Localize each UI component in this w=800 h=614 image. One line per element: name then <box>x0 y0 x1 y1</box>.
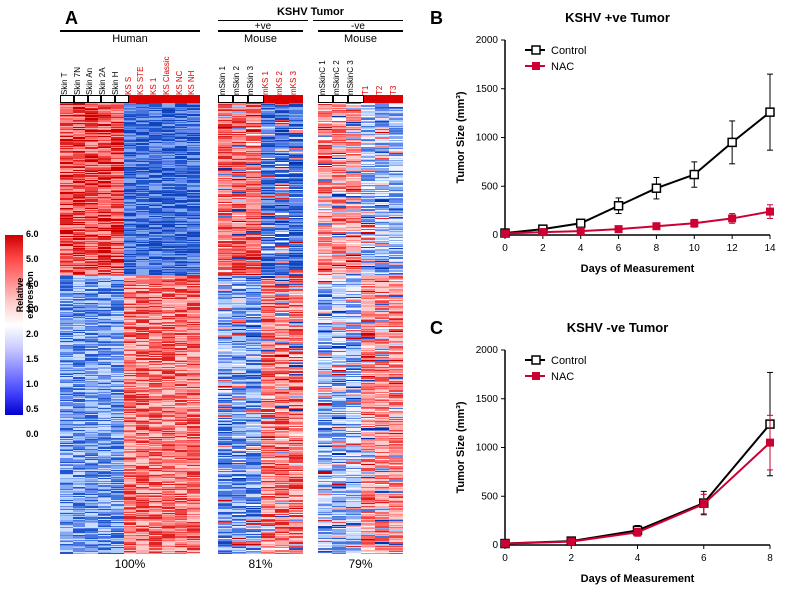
heatmap-kshv-neg: Mouse mSkinC 1mSkinC 2mSkinC 3T1T2T3 79% <box>318 30 403 571</box>
panel-c-label: C <box>430 318 443 339</box>
svg-text:0: 0 <box>502 553 508 564</box>
svg-text:2000: 2000 <box>476 345 499 356</box>
svg-text:14: 14 <box>764 243 776 254</box>
svg-text:500: 500 <box>481 181 498 192</box>
group-mouse-neg: Mouse <box>318 30 403 45</box>
svg-text:0: 0 <box>492 540 498 551</box>
svg-text:6: 6 <box>616 243 622 254</box>
svg-text:2000: 2000 <box>476 35 499 46</box>
kshv-tumor-header: KSHV Tumor <box>218 6 403 18</box>
svg-text:Tumor Size (mm³): Tumor Size (mm³) <box>455 91 467 183</box>
svg-text:4: 4 <box>635 553 641 564</box>
svg-text:Tumor Size (mm³): Tumor Size (mm³) <box>455 401 467 493</box>
percent-human: 100% <box>60 557 200 571</box>
percent-neg: 79% <box>318 557 403 571</box>
chart-b-title: KSHV +ve Tumor <box>450 10 785 25</box>
svg-text:12: 12 <box>727 243 739 254</box>
svg-text:2: 2 <box>568 553 574 564</box>
svg-text:0: 0 <box>492 230 498 241</box>
chart-c-container: KSHV -ve Tumor 0 500 1000 1500 2000 0 2 4 6 8 Days… <box>450 320 785 590</box>
svg-text:1500: 1500 <box>476 84 499 95</box>
chart-c-title: KSHV -ve Tumor <box>450 320 785 335</box>
svg-text:4: 4 <box>578 243 584 254</box>
chart-b-svg: 0 500 1000 1500 2000 0 2 4 6 8 10 12 14 Days of Measu… <box>450 30 785 280</box>
chart-b-container: KSHV +ve Tumor 0 500 1000 1500 2000 0 2 4 6 8 10 12… <box>450 10 785 280</box>
svg-text:1000: 1000 <box>476 443 499 454</box>
svg-text:6: 6 <box>701 553 707 564</box>
svg-text:8: 8 <box>767 553 773 564</box>
heatmap-human: Human Skin TSkin 7NSkin AnSkin 2ASkin HK… <box>60 30 200 571</box>
svg-text:Days of Measurement: Days of Measurement <box>581 263 695 275</box>
svg-text:Control: Control <box>551 45 586 57</box>
svg-text:1000: 1000 <box>476 133 499 144</box>
svg-text:10: 10 <box>689 243 701 254</box>
group-human: Human <box>60 30 200 45</box>
chart-c-svg: 0 500 1000 1500 2000 0 2 4 6 8 Days of Measurement… <box>450 340 785 590</box>
svg-text:NAC: NAC <box>551 61 574 73</box>
svg-text:0: 0 <box>502 243 508 254</box>
svg-text:1500: 1500 <box>476 394 499 405</box>
group-mouse-pos: Mouse <box>218 30 303 45</box>
heatmap-kshv-pos: Mouse mSkin 1mSkin 2mSkin 3mKS 1mKS 2mKS… <box>218 30 303 571</box>
svg-text:NAC: NAC <box>551 371 574 383</box>
panel-a-label: A <box>65 8 78 29</box>
relative-expression-label: Relative expression <box>15 255 35 335</box>
panel-b-label: B <box>430 8 443 29</box>
svg-text:Control: Control <box>551 355 586 367</box>
svg-text:2: 2 <box>540 243 546 254</box>
svg-text:500: 500 <box>481 491 498 502</box>
percent-pos: 81% <box>218 557 303 571</box>
svg-text:Days of Measurement: Days of Measurement <box>581 573 695 585</box>
svg-text:8: 8 <box>654 243 660 254</box>
